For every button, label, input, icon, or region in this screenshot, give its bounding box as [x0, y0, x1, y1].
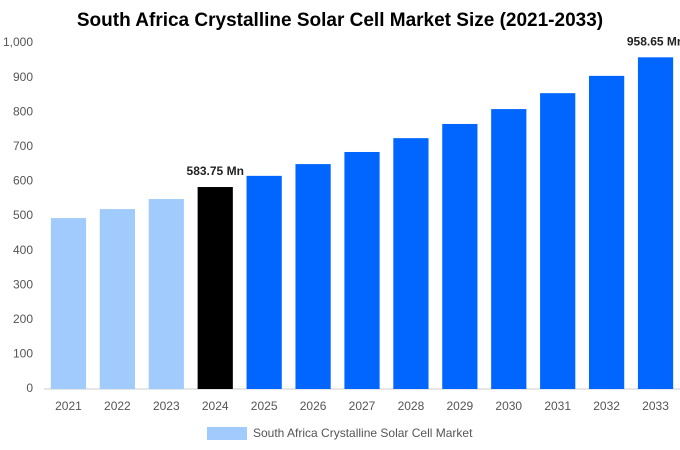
x-tick-label: 2032 [593, 399, 620, 413]
legend-swatch [207, 427, 247, 440]
x-tick-label: 2030 [495, 399, 522, 413]
x-tick-label: 2029 [446, 399, 473, 413]
x-tick-label: 2026 [300, 399, 327, 413]
bar [295, 164, 331, 389]
y-tick-label: 600 [13, 174, 33, 188]
y-tick-label: 200 [13, 312, 33, 326]
bar [148, 199, 184, 389]
y-tick-label: 900 [13, 70, 33, 84]
x-tick-label: 2023 [153, 399, 180, 413]
bar [246, 175, 282, 389]
bar [491, 109, 527, 389]
x-tick-label: 2025 [251, 399, 278, 413]
value-label: 958.65 Mn [627, 34, 680, 48]
x-tick-label: 2033 [642, 399, 669, 413]
bar [540, 93, 576, 390]
chart-title: South Africa Crystalline Solar Cell Mark… [77, 10, 603, 31]
y-tick-label: 1,000 [3, 35, 33, 49]
y-tick-label: 300 [13, 277, 33, 291]
bar [50, 218, 87, 389]
y-tick-label: 0 [26, 381, 33, 395]
bar [197, 187, 233, 389]
y-tick-label: 700 [13, 139, 33, 153]
x-tick-label: 2031 [544, 399, 571, 413]
x-tick-label: 2021 [55, 399, 82, 413]
y-tick-label: 500 [13, 208, 33, 222]
y-tick-label: 400 [13, 243, 33, 257]
bar [99, 209, 135, 389]
value-label: 583.75 Mn [187, 164, 244, 178]
bar [589, 75, 625, 390]
x-tick-label: 2028 [398, 399, 425, 413]
x-tick-label: 2022 [104, 399, 131, 413]
bar [442, 123, 478, 390]
y-tick-label: 800 [13, 104, 33, 118]
legend-label: South Africa Crystalline Solar Cell Mark… [253, 426, 473, 440]
bar [637, 57, 674, 389]
x-tick-label: 2024 [202, 399, 229, 413]
y-tick-label: 100 [13, 347, 33, 361]
bar [344, 151, 380, 389]
bar [393, 138, 429, 389]
x-tick-label: 2027 [349, 399, 376, 413]
